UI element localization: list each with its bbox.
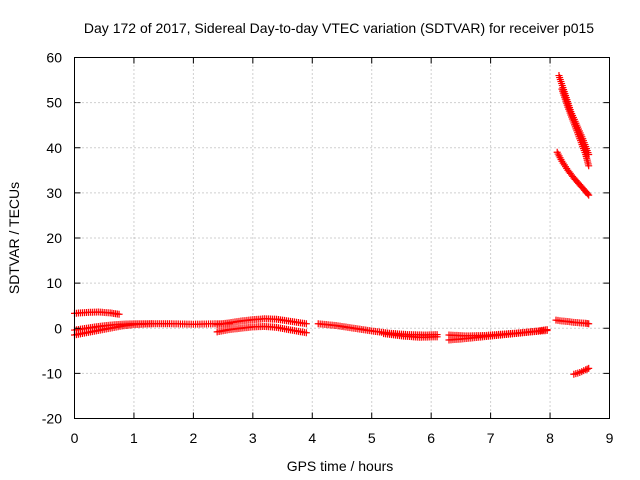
- data-point: [115, 310, 123, 318]
- x-tick-label: 9: [606, 430, 614, 446]
- x-tick-label: 8: [546, 430, 554, 446]
- data-track: [570, 364, 593, 378]
- x-tick-label: 6: [427, 430, 435, 446]
- data-point: [433, 333, 441, 341]
- data-track: [213, 322, 310, 337]
- data-point: [543, 326, 551, 334]
- data-point: [585, 191, 593, 199]
- axis-ticks: [74, 57, 610, 419]
- data-track: [71, 308, 123, 318]
- data-track: [71, 320, 156, 334]
- data-points: [71, 72, 593, 378]
- data-point: [585, 364, 593, 372]
- x-tick-label: 7: [487, 430, 495, 446]
- data-point: [302, 320, 310, 328]
- data-point: [585, 162, 593, 170]
- data-point: [585, 320, 593, 328]
- x-tick-label: 2: [189, 430, 197, 446]
- x-tick-label: 5: [368, 430, 376, 446]
- x-tick-label: 4: [308, 430, 316, 446]
- y-axis-tick-labels: -20 -10 0 10 20 30 40 50 60: [42, 50, 62, 427]
- chart-title: Day 172 of 2017, Sidereal Day-to-day VTE…: [84, 20, 594, 36]
- y-tick-label: 20: [46, 230, 62, 246]
- data-point: [302, 329, 310, 337]
- data-point: [583, 365, 591, 373]
- data-track: [445, 326, 551, 340]
- y-tick-label: -20: [42, 411, 62, 427]
- y-tick-label: -10: [42, 365, 62, 381]
- data-track: [553, 148, 593, 199]
- data-track: [558, 85, 593, 170]
- x-axis-tick-labels: 0 1 2 3 4 5 6 7 8 9: [71, 430, 614, 446]
- data-point: [148, 320, 156, 328]
- x-tick-label: 3: [249, 430, 257, 446]
- y-tick-label: 50: [46, 95, 62, 111]
- x-tick-label: 0: [71, 430, 79, 446]
- y-tick-label: 40: [46, 140, 62, 156]
- data-track: [213, 315, 310, 329]
- x-axis-label: GPS time / hours: [287, 458, 394, 474]
- y-tick-label: 60: [46, 50, 62, 66]
- data-track: [380, 330, 441, 341]
- grid: [74, 57, 610, 419]
- data-point: [582, 366, 590, 374]
- y-axis-label: SDTVAR / TECUs: [6, 182, 22, 294]
- data-track: [552, 316, 593, 328]
- y-tick-label: 10: [46, 275, 62, 291]
- data-point: [584, 190, 592, 198]
- y-tick-label: 30: [46, 185, 62, 201]
- y-tick-label: 0: [54, 320, 62, 336]
- x-tick-label: 1: [130, 430, 138, 446]
